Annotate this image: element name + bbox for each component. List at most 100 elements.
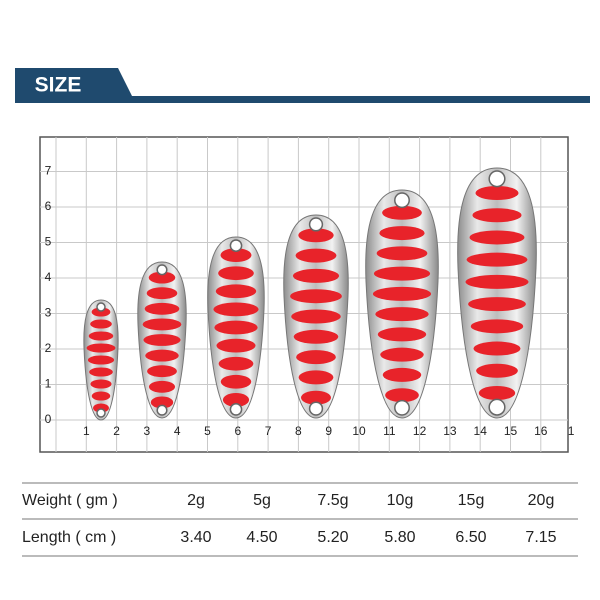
spoon-body (365, 189, 439, 419)
spoons (83, 167, 537, 421)
stripe (148, 271, 176, 284)
x-label: 4 (174, 424, 181, 438)
stripe (91, 391, 111, 401)
table-cell: 15g (458, 492, 485, 509)
stripe (89, 367, 113, 377)
stripe (376, 246, 428, 261)
stripe (465, 274, 529, 289)
x-label: 9 (325, 424, 332, 438)
table-cell: 5.80 (384, 529, 415, 546)
stripe (86, 343, 116, 353)
stripe (218, 356, 254, 371)
stripe (382, 205, 422, 220)
y-label: 1 (45, 377, 52, 391)
stripe (150, 396, 174, 409)
table: Weight ( gm ) 2g 5g 7.5g 10g 15g 20g Length ( c… (22, 482, 578, 557)
stripe (218, 266, 254, 281)
y-label: 0 (45, 412, 52, 426)
stripe (291, 309, 341, 324)
hole (156, 264, 168, 276)
stripe (295, 248, 337, 263)
stripe (379, 226, 425, 241)
stripe (478, 386, 516, 400)
stripe (373, 266, 431, 281)
stripe (220, 248, 252, 262)
table-cell: 10g (387, 492, 414, 509)
stripe (87, 355, 115, 365)
spoon (137, 261, 187, 419)
stripe (472, 208, 522, 223)
spoon (83, 299, 119, 421)
hole (488, 170, 506, 188)
stripe (301, 390, 331, 405)
stripe (91, 307, 111, 317)
stripe (292, 268, 340, 283)
hole (394, 399, 410, 416)
spoon-body (457, 167, 537, 419)
x-label: 3 (144, 424, 151, 438)
stripe (466, 252, 528, 267)
stripe (214, 320, 258, 335)
x-label: 11 (383, 424, 396, 438)
y-label: 7 (45, 164, 52, 178)
stripe (146, 287, 178, 300)
stripe (213, 302, 259, 317)
stripe (298, 228, 334, 243)
header: SIZE (15, 68, 590, 103)
hole (156, 404, 168, 416)
x-label: 6 (234, 424, 241, 438)
stripe (375, 307, 429, 322)
hole (96, 408, 106, 418)
table-cell: 3.40 (180, 529, 211, 546)
x-label: 15 (504, 424, 518, 438)
table-cell: 2g (187, 492, 205, 509)
header-bar (15, 68, 590, 103)
hole (308, 217, 324, 232)
x-label: 13 (443, 424, 457, 438)
x-label: 14 (474, 424, 488, 438)
header-title: SIZE (35, 74, 82, 97)
stripe (298, 370, 334, 385)
stripe (377, 327, 427, 342)
x-label: 2 (113, 424, 120, 438)
spoon (207, 236, 265, 419)
stripe (88, 331, 114, 341)
y-label: 3 (45, 306, 52, 320)
stripe (296, 350, 336, 365)
hole (229, 403, 243, 416)
stripe (215, 284, 257, 299)
table-cell: 5.20 (317, 529, 348, 546)
x-label: 8 (295, 424, 302, 438)
table-cell: 7.15 (525, 529, 556, 546)
y-label: 4 (45, 270, 52, 284)
stripe (382, 367, 422, 382)
stripe (90, 379, 112, 389)
table-cell: Weight ( gm ) (22, 492, 118, 509)
stripe (216, 338, 256, 353)
stripe (473, 341, 521, 356)
y-label: 5 (45, 235, 52, 249)
table-cell: 4.50 (246, 529, 277, 546)
stripe (475, 186, 519, 200)
x-label: 16 (534, 424, 548, 438)
x-label: 7 (265, 424, 272, 438)
stripe (144, 302, 180, 315)
y-label: 2 (45, 341, 52, 355)
stripe (90, 319, 112, 329)
stripe (93, 403, 109, 413)
table-cell: 5g (253, 492, 271, 509)
stripe (470, 319, 524, 334)
hole (394, 192, 410, 209)
x-label: 10 (352, 424, 366, 438)
x-label: 12 (413, 424, 427, 438)
hole (229, 239, 243, 252)
x-label: 1 (568, 424, 575, 438)
y-label: 6 (45, 199, 52, 213)
x-label: 1 (83, 424, 90, 438)
table-cell: 20g (528, 492, 555, 509)
table-cell: 7.5g (317, 492, 348, 509)
stripe (293, 329, 339, 344)
hole (488, 398, 506, 416)
table-cell: Length ( cm ) (22, 529, 116, 546)
